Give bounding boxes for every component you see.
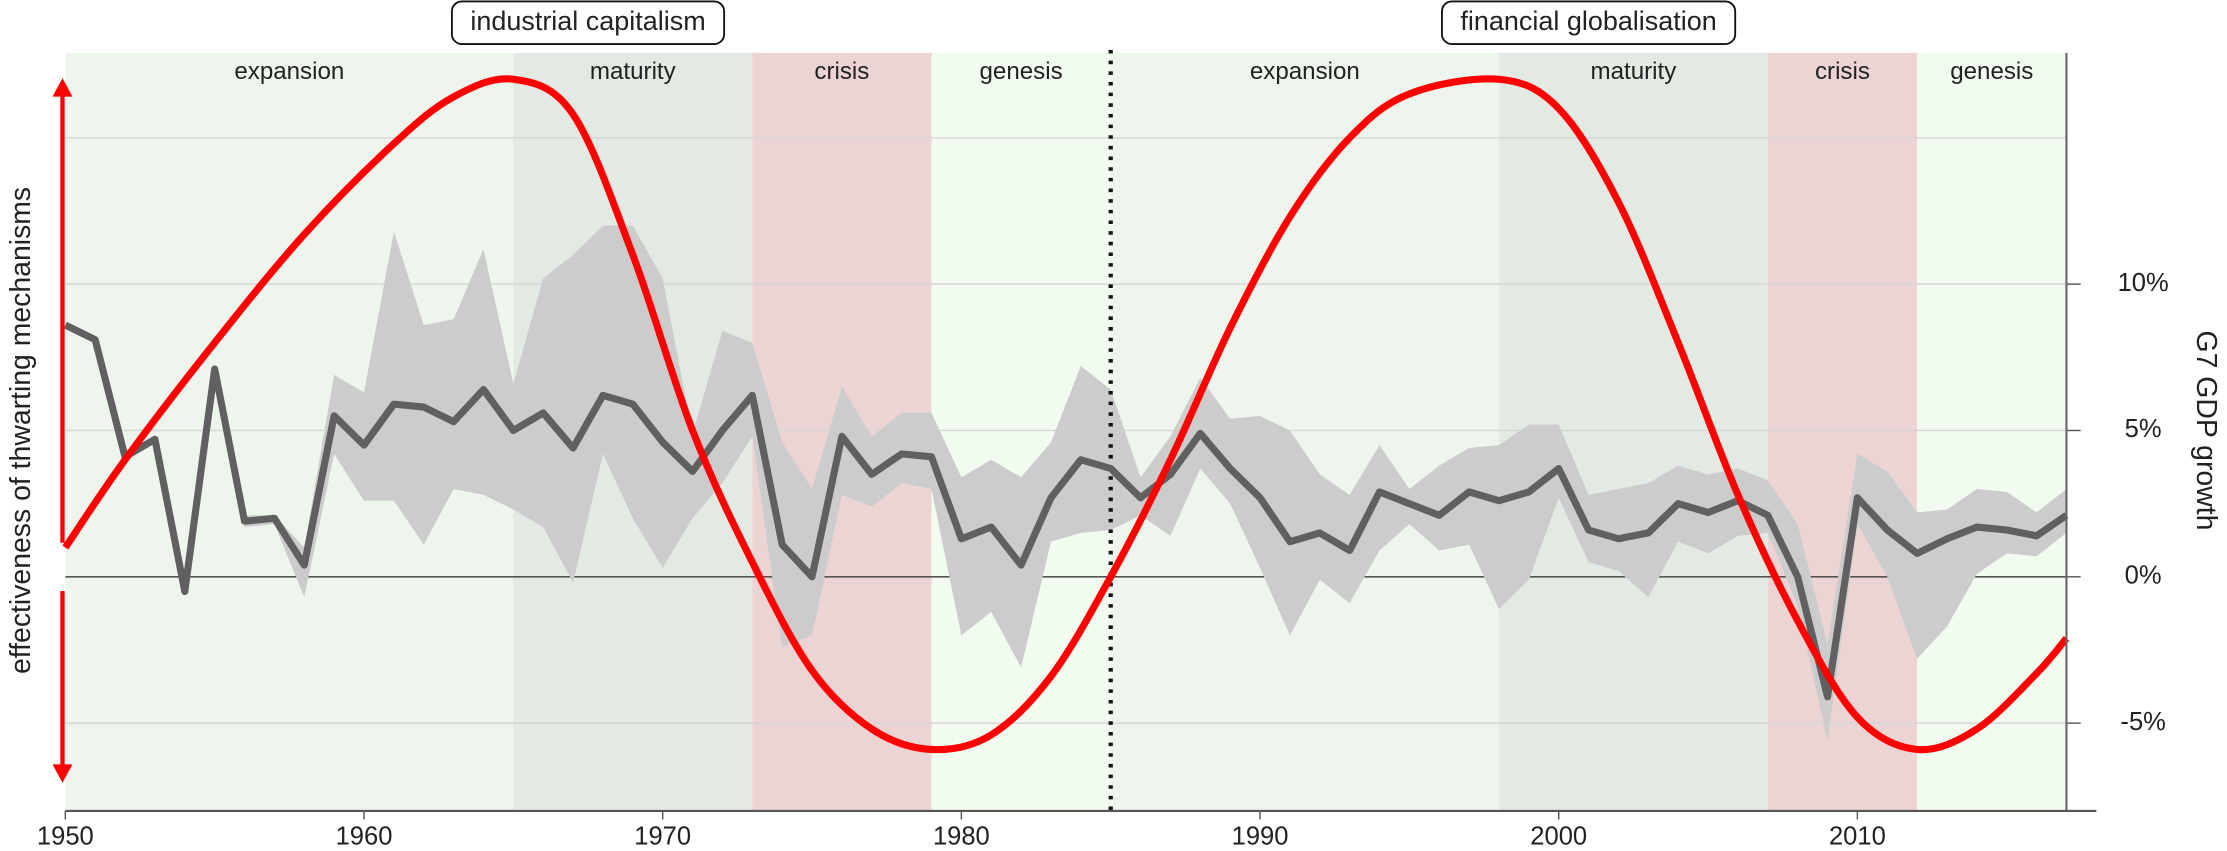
x-tick-label: 1970 xyxy=(634,823,691,851)
phase-label: maturity xyxy=(1590,58,1677,85)
era-box xyxy=(450,0,726,45)
phase-label: crisis xyxy=(1815,58,1870,85)
era-label: financial globalisation xyxy=(1460,6,1716,36)
arrow-head xyxy=(52,78,73,97)
x-tick-label: 2010 xyxy=(1829,823,1886,851)
era-label: industrial capitalism xyxy=(470,6,705,36)
x-tick-label: 2000 xyxy=(1530,823,1587,851)
era-box xyxy=(1441,0,1737,45)
x-tick-label: 1960 xyxy=(336,823,393,851)
phase-label: expansion xyxy=(1250,58,1360,85)
left-arrow xyxy=(52,78,73,783)
gdp-line xyxy=(63,321,2069,701)
thwarting-curve xyxy=(62,75,2070,754)
y-tick-label: -5% xyxy=(2120,708,2165,736)
plot-layer xyxy=(62,50,2070,811)
y-axis-label: G7 GDP growth xyxy=(2190,331,2222,531)
phase-label: genesis xyxy=(980,58,1063,85)
y-tick-label: 0% xyxy=(2125,562,2162,590)
phase-band xyxy=(1917,52,2067,811)
phase-label: crisis xyxy=(814,58,869,85)
phase-label: maturity xyxy=(590,58,677,85)
left-label: effectiveness of thwarting mechanisms xyxy=(5,187,37,674)
phase-band xyxy=(1767,52,1918,811)
label-layer: effectiveness of thwarting mechanisms G7… xyxy=(5,0,2222,851)
x-tick-label: 1950 xyxy=(37,823,94,851)
phase-label: genesis xyxy=(1950,58,2033,85)
x-tick-label: 1990 xyxy=(1232,823,1289,851)
phase-band xyxy=(1110,52,1499,811)
arrow-head xyxy=(52,764,73,783)
phase-label: expansion xyxy=(234,58,344,85)
y-tick-label: 5% xyxy=(2125,415,2162,443)
y-tick-label: 10% xyxy=(2118,269,2169,297)
x-tick-label: 1980 xyxy=(933,823,990,851)
